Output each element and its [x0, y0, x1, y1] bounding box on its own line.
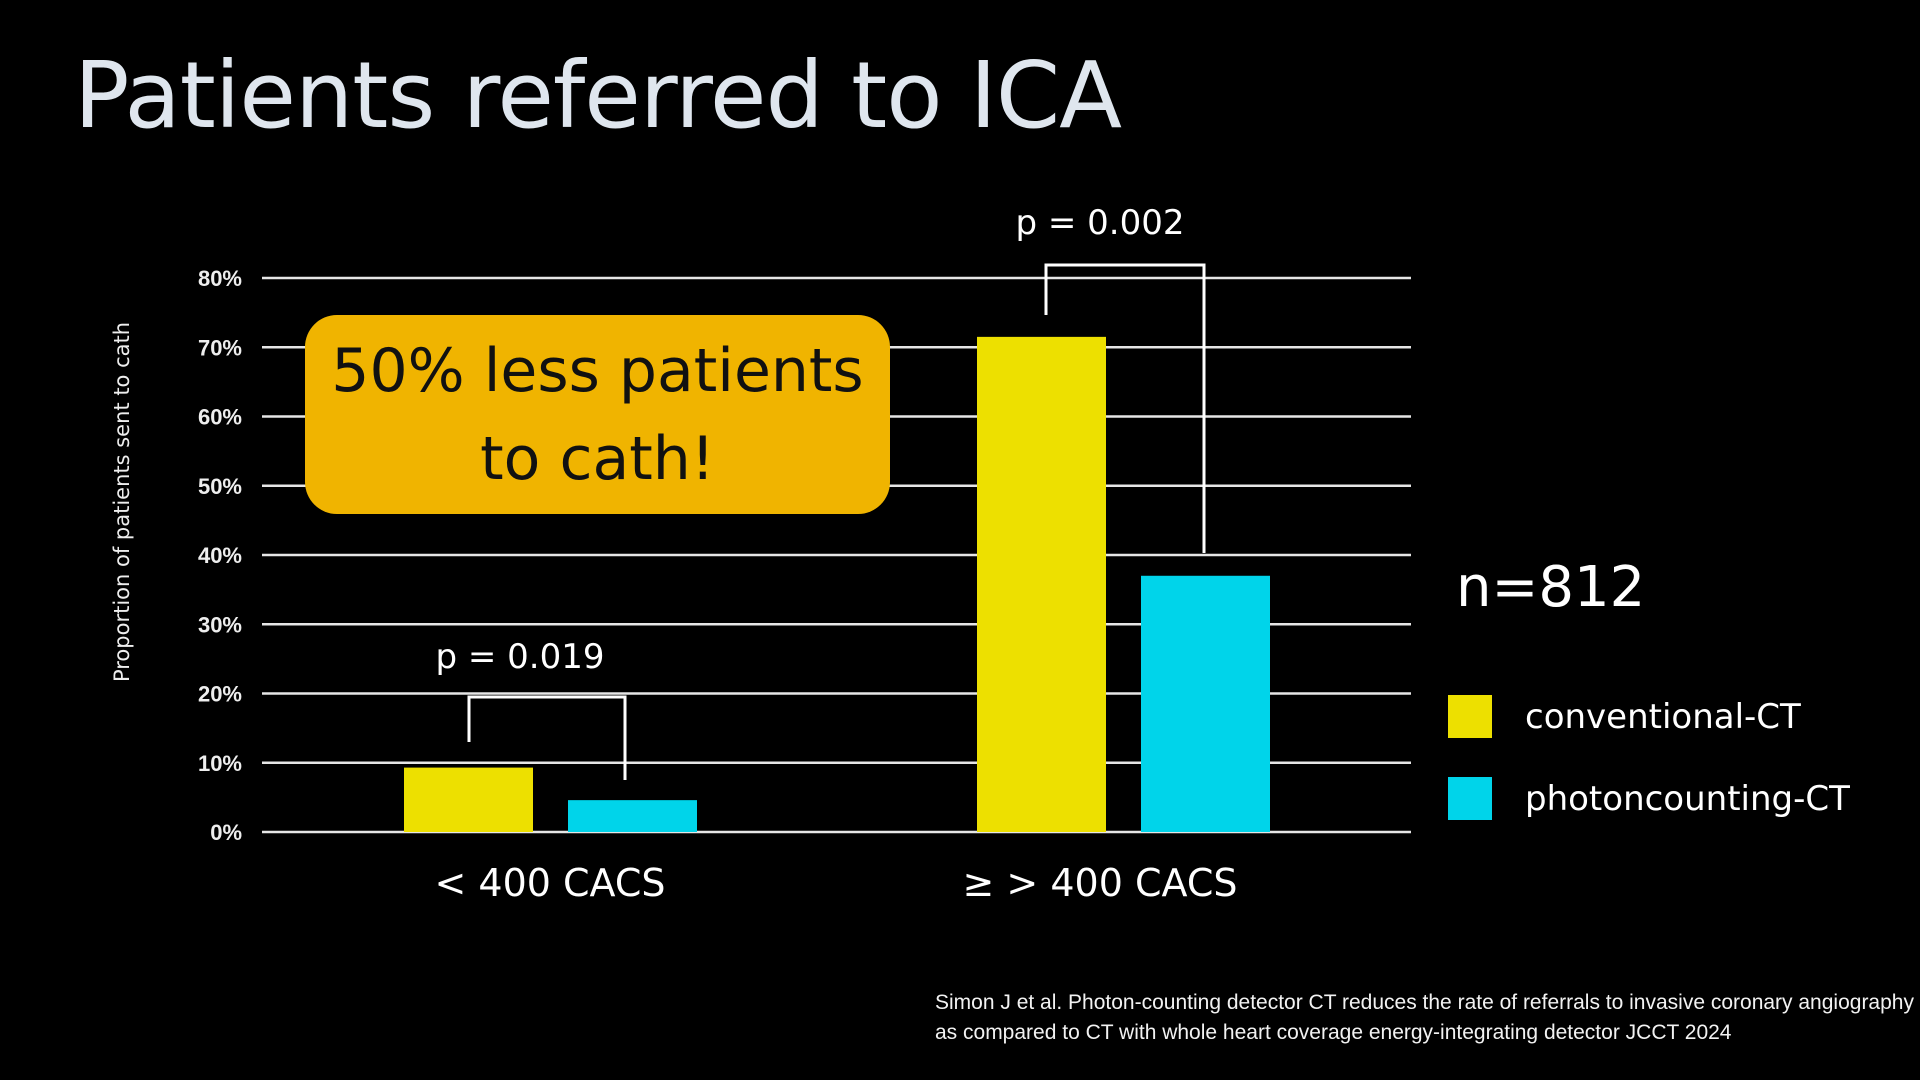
sample-size: n=812	[1456, 555, 1646, 620]
citation: Simon J et al. Photon-counting detector …	[935, 988, 1914, 1048]
p-value-label: p = 0.002	[1015, 203, 1184, 243]
legend-label: photoncounting-CT	[1525, 778, 1850, 819]
bar-photoncounting-CT-1	[1141, 575, 1270, 832]
y-tick-label: 40%	[198, 543, 242, 568]
y-tick-label: 10%	[198, 751, 242, 776]
x-category-label: ≥ > 400 CACS	[963, 861, 1238, 905]
legend-swatch	[1448, 777, 1492, 820]
callout-box: 50% less patients to cath!	[305, 315, 890, 514]
y-tick-label: 20%	[198, 682, 242, 707]
citation-line1: Simon J et al. Photon-counting detector …	[935, 991, 1914, 1014]
y-tick-label: 70%	[198, 335, 242, 360]
y-tick-label: 80%	[198, 266, 242, 291]
significance-bracket	[467, 695, 627, 780]
bar-conventional-CT-1	[977, 336, 1106, 832]
bar-photoncounting-CT-0	[568, 800, 697, 832]
y-tick-label: 50%	[198, 474, 242, 499]
slide-title: Patients referred to ICA	[74, 42, 1122, 149]
callout-line1: 50% less patients	[331, 335, 864, 406]
y-tick-label: 0%	[210, 820, 242, 845]
bar-conventional-CT-0	[404, 767, 533, 832]
callout-line2: to cath!	[480, 423, 715, 494]
citation-line2: as compared to CT with whole heart cover…	[935, 1021, 1732, 1044]
legend-item-photoncounting: photoncounting-CT	[1448, 777, 1850, 820]
significance-bracket	[1044, 263, 1206, 553]
x-category-label: < 400 CACS	[434, 861, 665, 905]
legend-swatch	[1448, 695, 1492, 738]
y-tick-label: 60%	[198, 405, 242, 430]
p-value-label: p = 0.019	[435, 637, 604, 677]
legend-label: conventional-CT	[1525, 696, 1801, 737]
y-tick-label: 30%	[198, 612, 242, 637]
legend-item-conventional: conventional-CT	[1448, 695, 1801, 738]
